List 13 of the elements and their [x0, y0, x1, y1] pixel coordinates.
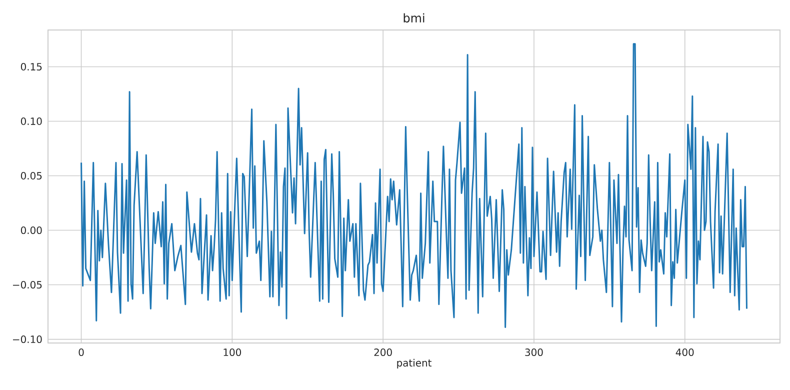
- y-tick-label: 0.15: [20, 62, 42, 71]
- x-axis-title: patient: [397, 358, 432, 369]
- chart-title: bmi: [404, 13, 424, 22]
- x-tick-label: 0: [78, 348, 84, 356]
- y-tick-label: 0.05: [20, 172, 42, 180]
- y-tick-label: 0.00: [20, 226, 42, 234]
- y-tick-label: −0.10: [13, 336, 42, 344]
- y-tick-label: −0.05: [13, 281, 42, 289]
- x-tick-label: 200: [374, 348, 392, 356]
- y-tick-label: 0.10: [20, 117, 42, 126]
- x-tick-label: 100: [224, 348, 242, 356]
- x-tick-label: 400: [676, 348, 694, 356]
- x-tick-label: 300: [525, 348, 543, 356]
